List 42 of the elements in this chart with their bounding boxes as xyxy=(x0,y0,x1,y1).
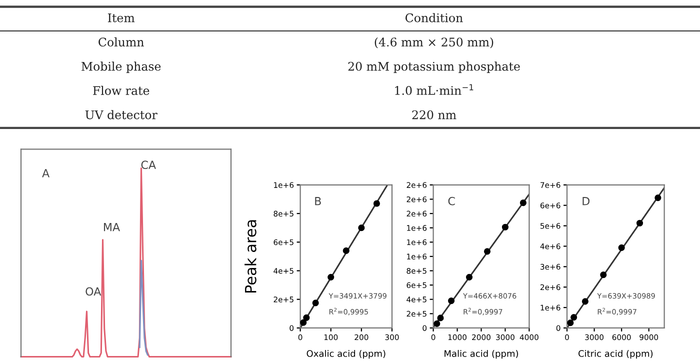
point xyxy=(582,298,588,305)
text: Column xyxy=(98,37,144,47)
point xyxy=(303,314,310,321)
text: UV detector xyxy=(85,110,158,120)
point xyxy=(300,319,307,326)
point xyxy=(567,320,574,326)
point xyxy=(373,200,380,207)
annotation: CA xyxy=(141,160,156,170)
point xyxy=(520,200,526,206)
point xyxy=(434,320,440,327)
point xyxy=(654,194,662,202)
point xyxy=(618,244,625,251)
point xyxy=(328,274,334,280)
text: 20 mM potassium phosphate xyxy=(348,62,520,74)
point xyxy=(312,300,319,306)
x-axis-title: Malic acid (ppm) xyxy=(444,350,518,359)
point xyxy=(570,314,578,321)
point xyxy=(466,274,473,280)
annotation: A xyxy=(42,169,50,178)
text: Mobile phase xyxy=(82,62,161,74)
point xyxy=(448,297,455,304)
text: 1.0 mL·min$^{−1}$ xyxy=(395,84,474,95)
x-axis-title: Citric acid (ppm) xyxy=(578,350,653,359)
point xyxy=(484,248,491,255)
x-axis-title: Oxalic acid (ppm) xyxy=(306,350,386,359)
text: Flow rate xyxy=(93,86,150,96)
annotation: D xyxy=(582,197,590,206)
text: Item xyxy=(108,14,135,22)
point xyxy=(600,272,607,278)
point xyxy=(502,224,509,230)
annotation: MA xyxy=(104,223,120,232)
annotation: OA xyxy=(86,287,102,296)
text: Condition xyxy=(406,13,463,22)
annotation: C xyxy=(448,196,455,206)
point xyxy=(636,220,644,226)
point xyxy=(358,224,365,232)
y-axis-title: Peak area xyxy=(244,220,256,293)
point xyxy=(437,314,444,322)
text: 220 nm xyxy=(412,110,456,120)
annotation: B xyxy=(315,197,321,206)
point xyxy=(342,247,350,254)
text: (4.6 mm × 250 mm) xyxy=(374,37,494,48)
